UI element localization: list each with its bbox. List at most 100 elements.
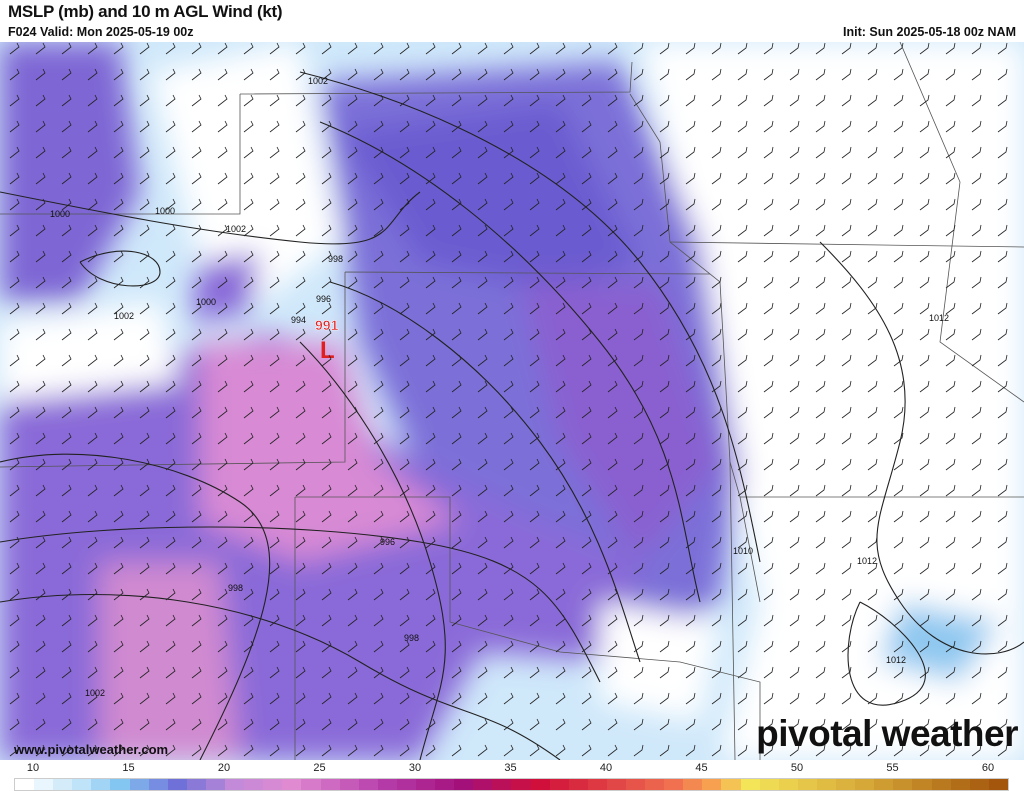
wind-barb [867,68,878,81]
wind-barb [373,302,384,315]
wind-barb [503,744,514,757]
wind-barb [139,354,150,367]
wind-barb [971,380,982,393]
wind-barb [243,406,254,419]
wind-barb [217,484,228,497]
wind-barb [9,640,20,653]
wind-barb [607,718,618,731]
wind-barb [217,536,228,549]
colorbar-swatch [454,779,474,790]
isobar-label: 994 [291,315,306,325]
wind-barb [841,120,852,133]
wind-barb [867,588,878,601]
wind-barb [607,94,618,107]
wind-barb [321,224,332,237]
wind-barb [763,276,774,289]
wind-barb [191,614,202,627]
wind-barb [35,510,46,523]
wind-barb [87,484,98,497]
wind-barb [139,562,150,575]
wind-barb [607,172,618,185]
wind-barb [659,380,670,393]
wind-barb [997,666,1008,679]
wind-barb [789,302,800,315]
wind-barb [217,432,228,445]
wind-barb [139,68,150,81]
wind-barb [35,458,46,471]
wind-barb [685,276,696,289]
wind-barb [269,250,280,263]
wind-barb [971,68,982,81]
wind-barb [87,640,98,653]
wind-barb [607,120,618,133]
wind-barb [919,224,930,237]
wind-barb [295,276,306,289]
wind-barb [35,640,46,653]
wind-barb [581,692,592,705]
wind-barb [243,744,254,757]
wind-barb [971,328,982,341]
wind-barb [35,406,46,419]
wind-barb [711,510,722,523]
wind-barb [477,354,488,367]
weather-map[interactable]: 1002 1000 1002 1000 998 996 994 1000 100… [0,42,1024,760]
wind-barb [529,640,540,653]
wind-barb [607,406,618,419]
colorbar-swatch [358,779,378,790]
wind-barb [321,640,332,653]
wind-barb [321,380,332,393]
wind-barb [87,588,98,601]
isobars [0,71,1024,760]
wind-barb [711,380,722,393]
wind-barb [321,536,332,549]
wind-barb [295,42,306,55]
wind-barb [867,432,878,445]
wind-barb [165,302,176,315]
wind-barb [815,562,826,575]
wind-barb [867,94,878,107]
wind-barb [451,250,462,263]
wind-barb [477,406,488,419]
wind-barb [789,744,800,757]
wind-barb [425,224,436,237]
wind-barb [659,640,670,653]
wind-barb [607,328,618,341]
wind-barb [191,276,202,289]
wind-barb [295,406,306,419]
wind-barb [659,666,670,679]
wind-barb [477,510,488,523]
wind-barb [399,432,410,445]
wind-barb [763,536,774,549]
wind-barb [945,562,956,575]
wind-barb [763,432,774,445]
wind-barb [451,536,462,549]
wind-barb [9,744,20,757]
wind-barb [529,302,540,315]
wind-barb [659,614,670,627]
wind-barb [945,250,956,263]
wind-barb [61,146,72,159]
colorbar-swatch [606,779,626,790]
wind-barb [113,302,124,315]
wind-barb [529,120,540,133]
wind-barb [451,380,462,393]
wind-barb [971,640,982,653]
wind-barb [295,718,306,731]
wind-barb [685,432,696,445]
wind-barb [451,432,462,445]
wind-barb [191,42,202,55]
wind-barb [919,640,930,653]
wind-barb [165,42,176,55]
wind-barb [581,640,592,653]
wind-barb [685,146,696,159]
wind-barb [269,276,280,289]
wind-barb [997,94,1008,107]
wind-barb [451,302,462,315]
wind-barb [893,432,904,445]
wind-barb [35,120,46,133]
wind-barb [191,692,202,705]
wind-barb [113,120,124,133]
wind-barb [581,614,592,627]
wind-barb [633,250,644,263]
wind-barb [945,744,956,757]
